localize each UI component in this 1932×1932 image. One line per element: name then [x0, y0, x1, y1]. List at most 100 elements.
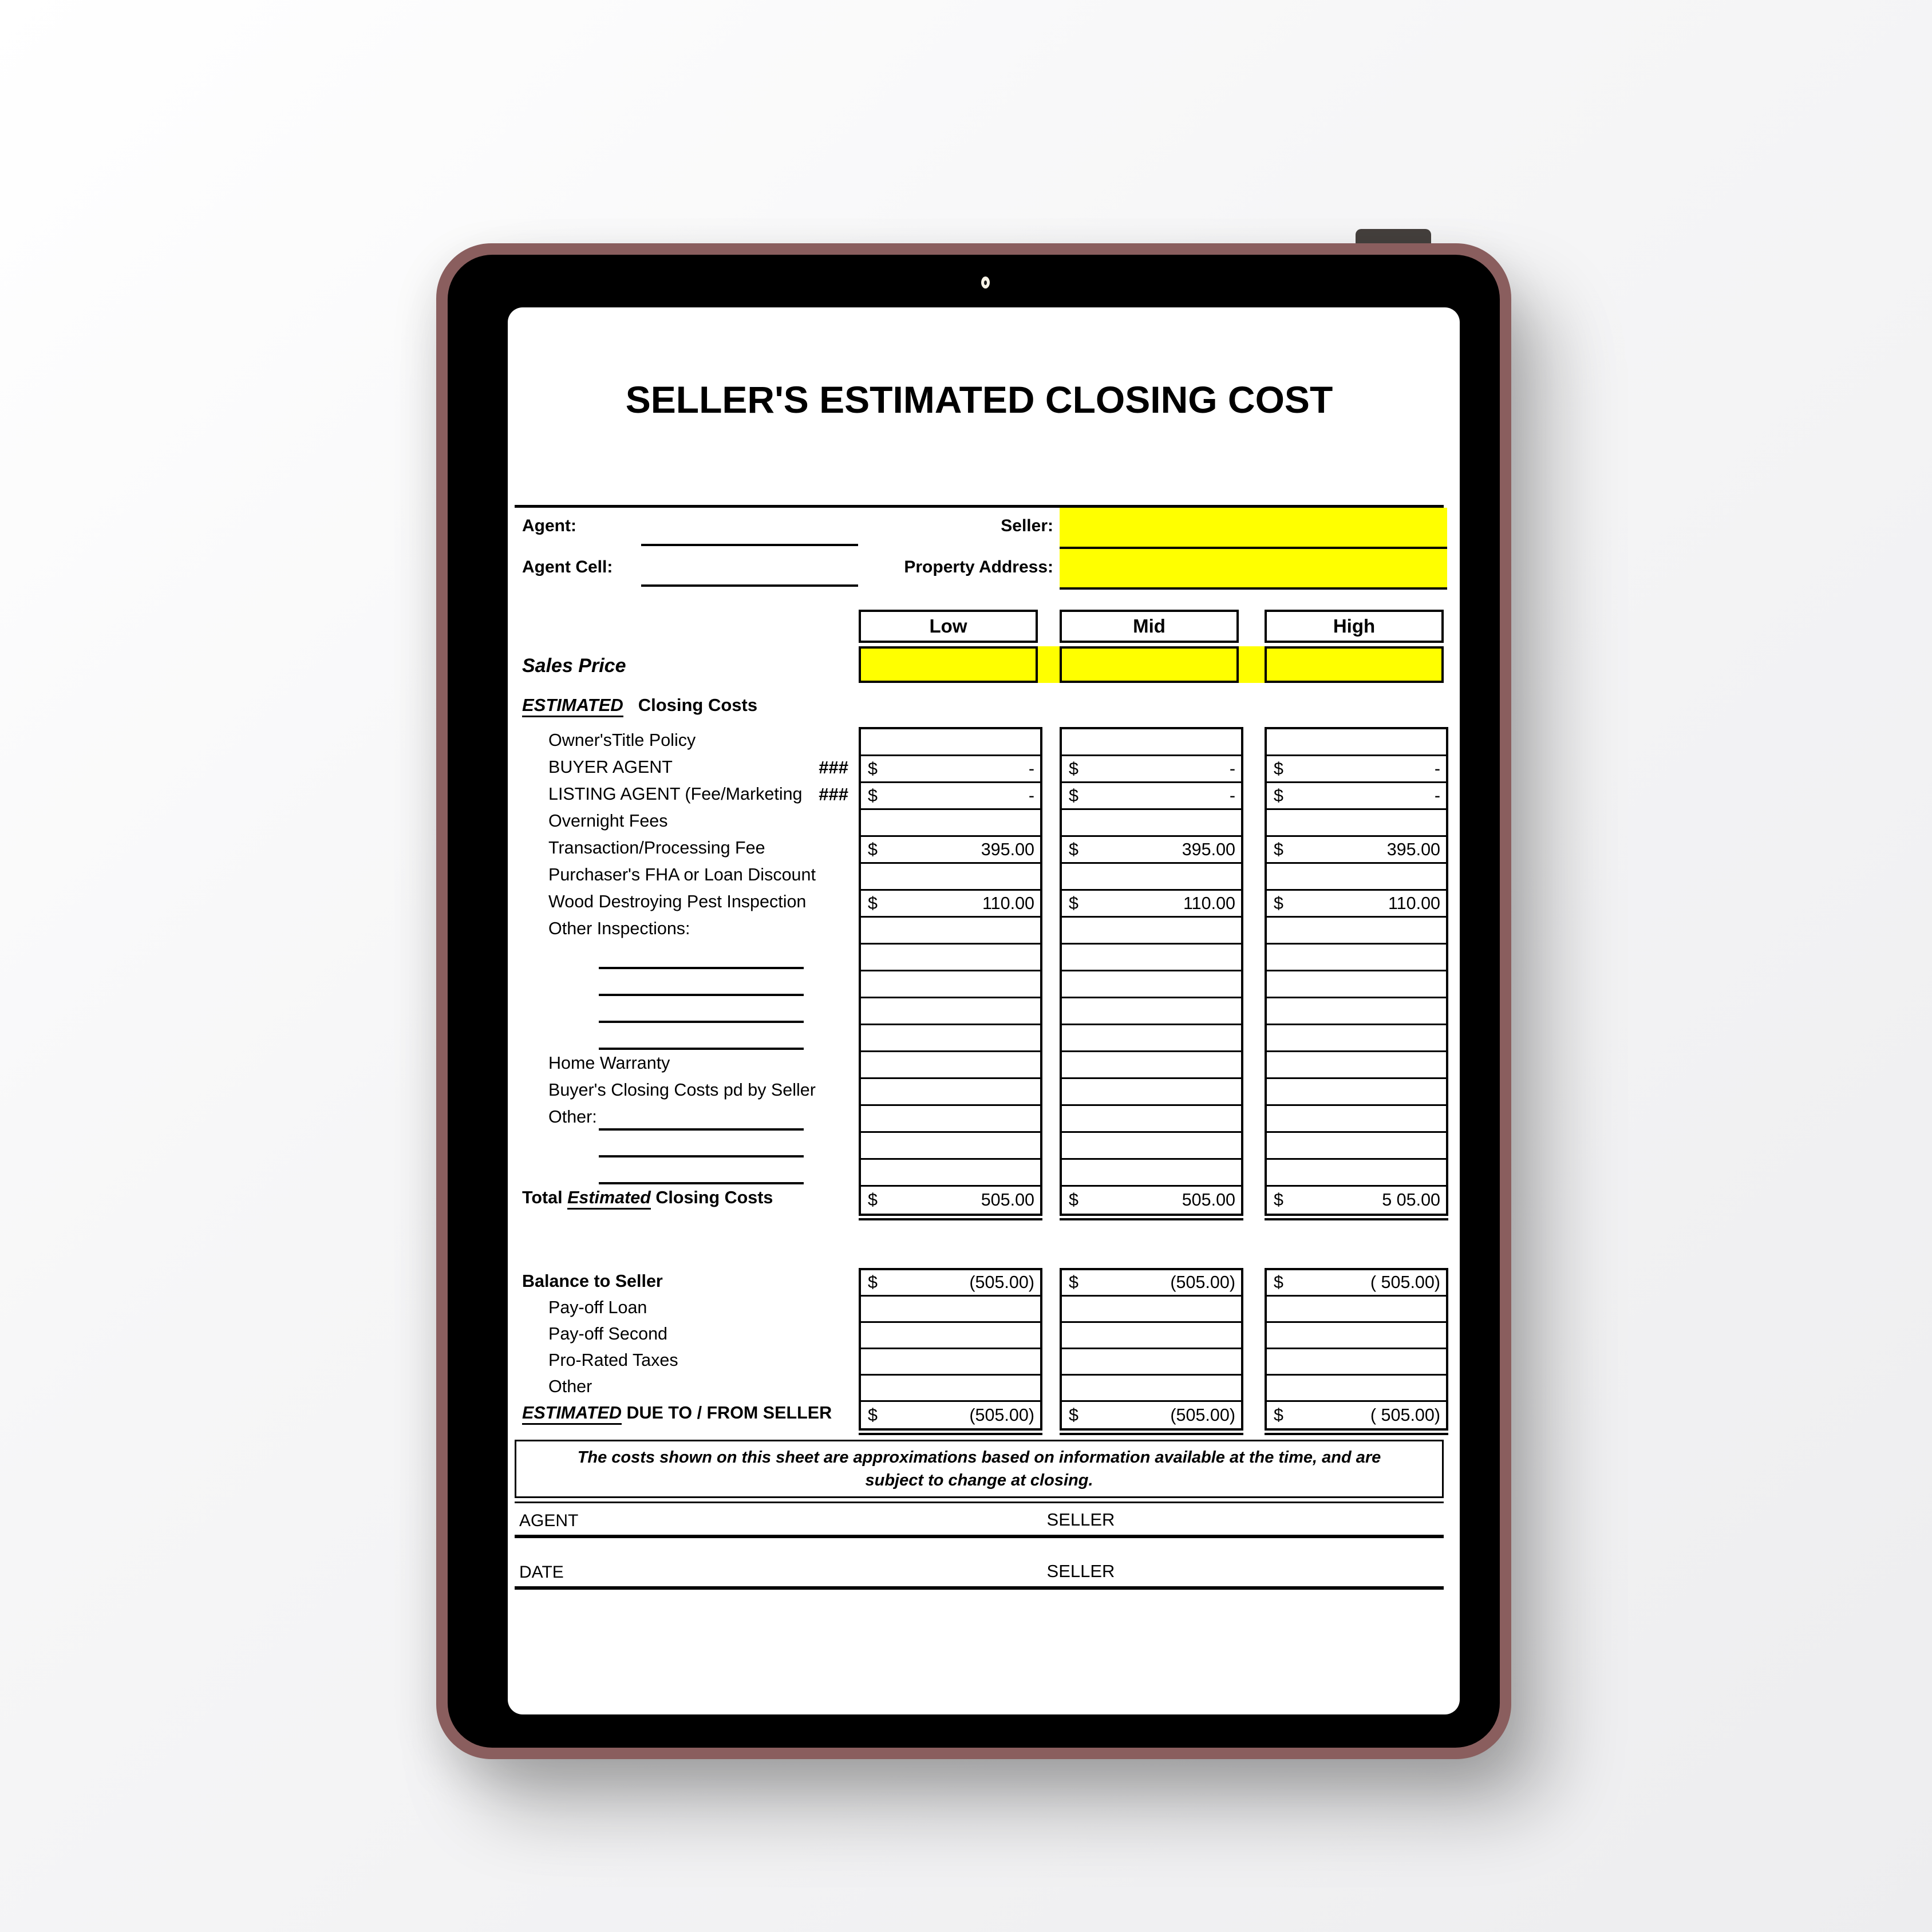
- date-signature-line[interactable]: [515, 1586, 1444, 1590]
- balance-cell[interactable]: $( 505.00): [1267, 1270, 1446, 1297]
- cost-cell[interactable]: [861, 1052, 1040, 1079]
- balance-cell[interactable]: [1267, 1349, 1446, 1376]
- cost-cell[interactable]: $ -: [1267, 783, 1446, 810]
- sales-price-cell-high[interactable]: [1265, 646, 1444, 683]
- balance-cell[interactable]: [861, 1297, 1040, 1323]
- agent-input-line[interactable]: [641, 544, 858, 546]
- cost-cell[interactable]: $ -: [1062, 756, 1241, 783]
- cost-cell[interactable]: [861, 810, 1040, 837]
- cost-cell[interactable]: [861, 1106, 1040, 1133]
- balance-cell[interactable]: [1267, 1297, 1446, 1323]
- blank-write-in-line[interactable]: [599, 1157, 804, 1184]
- due-double-underline: [1060, 1433, 1243, 1435]
- total-cell[interactable]: $5 05.00: [1274, 1190, 1440, 1210]
- cost-cell[interactable]: [861, 945, 1040, 971]
- cost-cell[interactable]: $395.00: [1062, 837, 1241, 864]
- cost-cell[interactable]: [861, 1079, 1040, 1106]
- cost-cell[interactable]: $ -: [861, 783, 1040, 810]
- balance-cell[interactable]: [861, 1349, 1040, 1376]
- closing-costs-section-heading: ESTIMATED Closing Costs: [522, 694, 757, 717]
- cost-cell[interactable]: $395.00: [1267, 837, 1446, 864]
- tablet-device: SELLER'S ESTIMATED CLOSING COST Agent: S…: [436, 243, 1511, 1759]
- balance-cell[interactable]: $ (505.00): [1062, 1270, 1241, 1297]
- balance-cell[interactable]: [1062, 1349, 1241, 1376]
- blank-write-in-line[interactable]: [599, 1023, 804, 1050]
- cost-cell[interactable]: [861, 918, 1040, 945]
- cost-cell[interactable]: [861, 864, 1040, 891]
- seller-field[interactable]: [1060, 508, 1447, 547]
- due-cell[interactable]: $ (505.00): [1069, 1405, 1235, 1425]
- cost-cell[interactable]: [1267, 1160, 1446, 1187]
- blank-write-in-line[interactable]: [599, 942, 804, 969]
- cost-cell[interactable]: [861, 729, 1040, 756]
- cost-cell[interactable]: [861, 1133, 1040, 1160]
- sales-price-cell-mid[interactable]: [1060, 646, 1239, 683]
- cost-cell[interactable]: $110.00: [861, 891, 1040, 918]
- due-double-underline: [859, 1433, 1042, 1435]
- blank-write-in-line[interactable]: [599, 996, 804, 1023]
- cost-cell[interactable]: $ -: [1062, 783, 1241, 810]
- total-double-underline: [1265, 1218, 1448, 1220]
- balance-column-high: $( 505.00) $( 505.00): [1265, 1268, 1448, 1431]
- blank-write-in-line[interactable]: [599, 969, 804, 996]
- row-label: Pay-off Loan: [548, 1298, 647, 1317]
- cost-cell[interactable]: [1267, 1079, 1446, 1106]
- cost-cell[interactable]: [861, 1025, 1040, 1052]
- cost-cell[interactable]: [861, 971, 1040, 998]
- cost-cell[interactable]: [1267, 1133, 1446, 1160]
- agent-signature-label: AGENT: [519, 1511, 579, 1530]
- cost-cell[interactable]: $110.00: [1267, 891, 1446, 918]
- cost-cell[interactable]: [1062, 998, 1241, 1025]
- cost-cell[interactable]: [1267, 918, 1446, 945]
- cost-cell[interactable]: [1062, 1160, 1241, 1187]
- cost-cell[interactable]: [1062, 1079, 1241, 1106]
- cost-cell[interactable]: [1267, 864, 1446, 891]
- blank-write-in-line[interactable]: [599, 1131, 804, 1157]
- cost-cell[interactable]: [1267, 729, 1446, 756]
- sales-price-cell-low[interactable]: [859, 646, 1038, 683]
- balance-cell[interactable]: [1062, 1376, 1241, 1402]
- cost-cell[interactable]: [1062, 810, 1241, 837]
- agent-signature-line[interactable]: [515, 1535, 1444, 1538]
- cost-cell[interactable]: [1267, 998, 1446, 1025]
- row-label: Other:: [548, 1107, 597, 1127]
- property-address-label: Property Address:: [904, 558, 1053, 576]
- cost-cell[interactable]: [1267, 971, 1446, 998]
- cost-cell[interactable]: [861, 998, 1040, 1025]
- balance-cell[interactable]: [861, 1323, 1040, 1349]
- cost-cell[interactable]: [1267, 945, 1446, 971]
- cost-cell[interactable]: [1062, 945, 1241, 971]
- cost-cell[interactable]: [1062, 864, 1241, 891]
- cost-cell[interactable]: [1062, 1106, 1241, 1133]
- total-cell[interactable]: $505.00: [868, 1190, 1034, 1210]
- balance-cell[interactable]: [861, 1376, 1040, 1402]
- cost-cell[interactable]: [1062, 1025, 1241, 1052]
- balance-cell[interactable]: [1267, 1323, 1446, 1349]
- header-highlight-block: [1060, 508, 1447, 590]
- balance-cell[interactable]: [1062, 1323, 1241, 1349]
- cost-cell[interactable]: [1267, 810, 1446, 837]
- row-label: LISTING AGENT (Fee/Marketing: [548, 784, 803, 804]
- agent-cell-input-line[interactable]: [641, 584, 858, 587]
- total-cell[interactable]: $505.00: [1069, 1190, 1235, 1210]
- cost-cell[interactable]: [861, 1160, 1040, 1187]
- cost-cell[interactable]: [1062, 1133, 1241, 1160]
- cost-cell[interactable]: [1062, 971, 1241, 998]
- cost-cell[interactable]: [1062, 918, 1241, 945]
- cost-cell[interactable]: [1267, 1106, 1446, 1133]
- due-cell[interactable]: $ (505.00): [868, 1405, 1034, 1425]
- cost-cell[interactable]: $395.00: [861, 837, 1040, 864]
- blank-write-in-line[interactable]: [599, 1104, 804, 1131]
- cost-cell[interactable]: [1267, 1052, 1446, 1079]
- due-cell[interactable]: $( 505.00): [1274, 1405, 1440, 1425]
- balance-cell[interactable]: [1267, 1376, 1446, 1402]
- balance-cell[interactable]: $ (505.00): [861, 1270, 1040, 1297]
- cost-cell[interactable]: [1062, 1052, 1241, 1079]
- property-address-field[interactable]: [1060, 549, 1447, 587]
- cost-cell[interactable]: $110.00: [1062, 891, 1241, 918]
- cost-cell[interactable]: $ -: [861, 756, 1040, 783]
- cost-cell[interactable]: [1267, 1025, 1446, 1052]
- cost-cell[interactable]: [1062, 729, 1241, 756]
- balance-cell[interactable]: [1062, 1297, 1241, 1323]
- cost-cell[interactable]: $ -: [1267, 756, 1446, 783]
